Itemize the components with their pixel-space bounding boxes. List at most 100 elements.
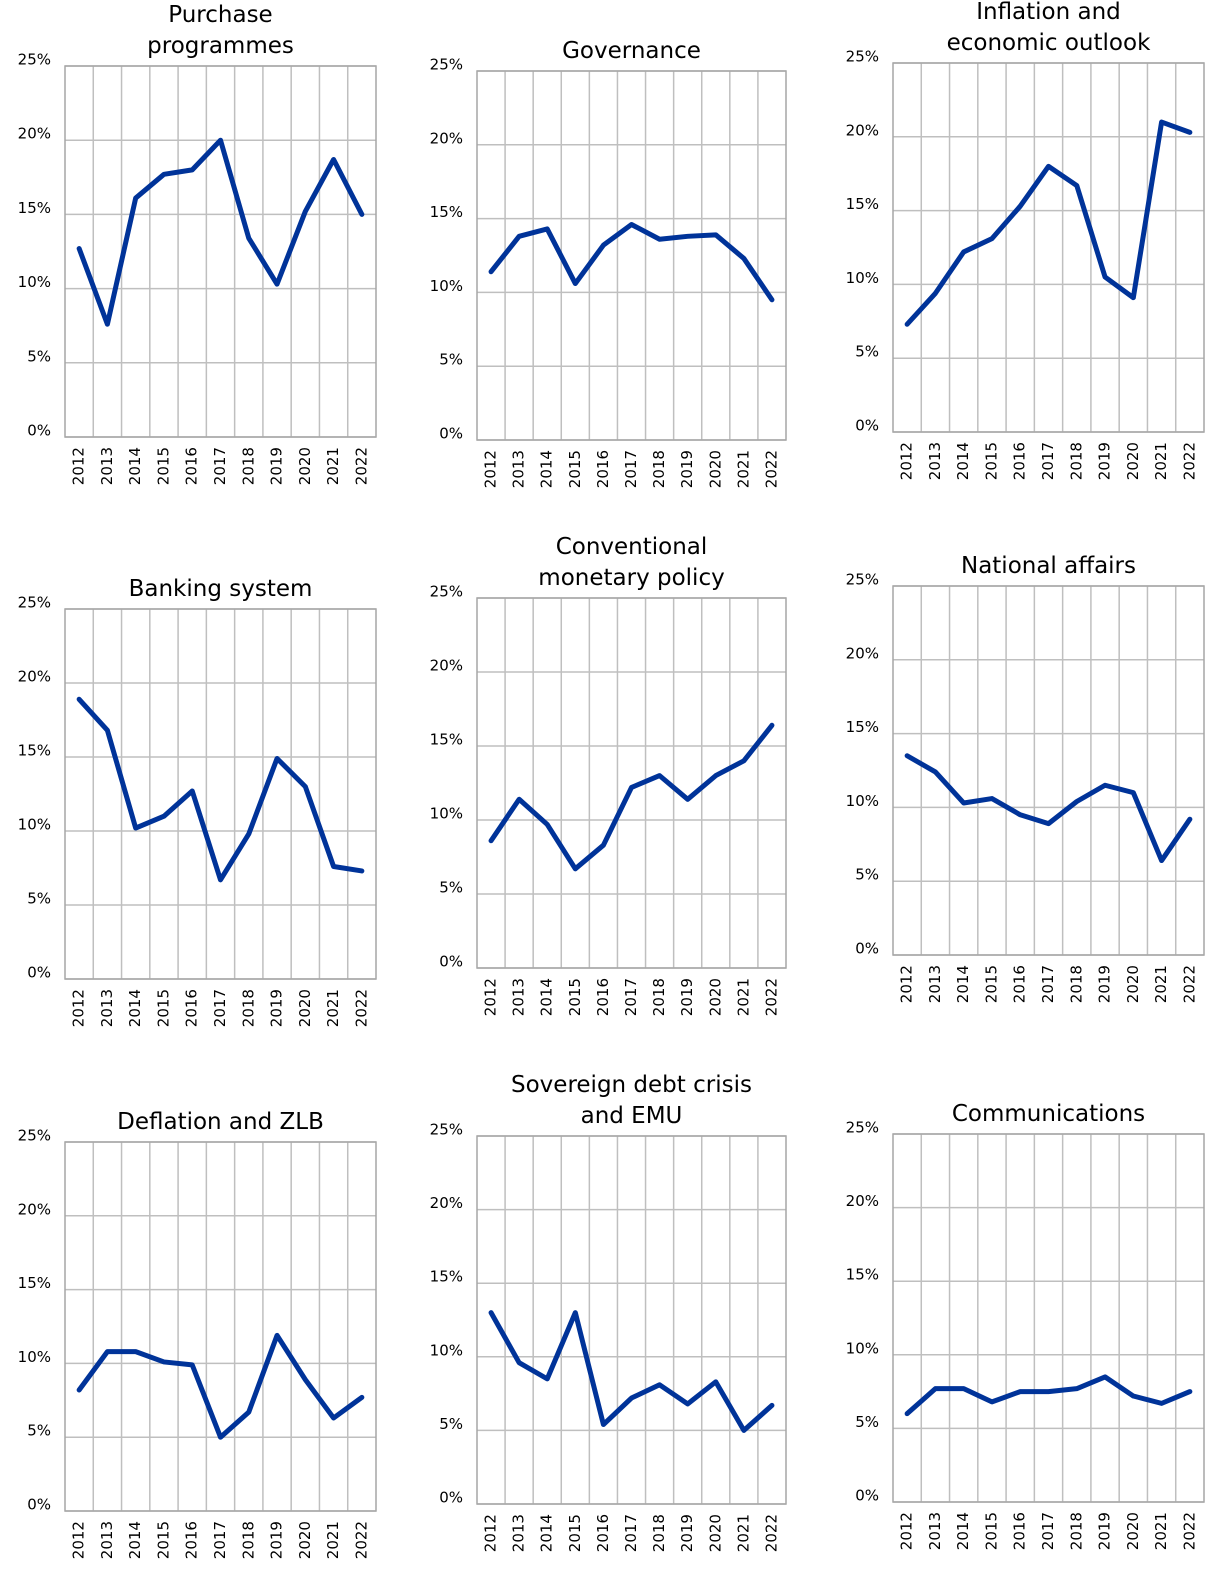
y-tick-label: 5% [439,351,463,369]
x-tick-label: 2021 [734,978,752,1016]
y-tick-label: 15% [18,1274,51,1292]
x-tick-label: 2022 [762,450,780,488]
chart-title: Communications [951,1101,1146,1127]
x-tick-label: 2021 [1152,1512,1170,1550]
x-tick-label: 2022 [1180,442,1198,480]
x-tick-label: 2015 [566,450,584,488]
y-tick-label: 0% [439,425,463,443]
x-tick-label: 2012 [70,447,88,485]
x-tick-label: 2016 [183,1521,201,1559]
x-tick-label: 2020 [296,447,314,485]
x-tick-label: 2014 [954,1512,972,1550]
y-tick-label: 5% [27,347,51,365]
x-tick-label: 2015 [154,447,172,485]
y-tick-label: 15% [846,195,879,213]
x-tick-label: 2017 [622,1514,640,1552]
x-tick-label: 2020 [296,989,314,1027]
x-tick-label: 2012 [898,1512,916,1550]
x-tick-label: 2013 [926,442,944,480]
x-tick-label: 2015 [566,1514,584,1552]
x-tick-label: 2016 [1011,442,1029,480]
x-tick-label: 2017 [622,978,640,1016]
y-tick-label: 10% [430,805,463,823]
y-tick-label: 10% [18,273,51,291]
x-tick-label: 2015 [154,1521,172,1559]
x-tick-label: 2012 [482,1514,500,1552]
x-tick-label: 2022 [352,1521,370,1559]
x-tick-label: 2015 [982,1512,1000,1550]
plot-frame [476,70,787,441]
y-tick-label: 25% [18,1127,51,1145]
y-tick-label: 20% [846,644,879,662]
y-tick-label: 10% [846,792,879,810]
x-tick-label: 2014 [954,965,972,1003]
y-tick-label: 25% [18,51,51,69]
chart-title: Conventional monetary policy [538,534,725,591]
y-tick-label: 20% [18,1200,51,1218]
chart-title: Governance [562,38,701,64]
y-tick-label: 5% [439,879,463,897]
chart-title: Inflation and economic outlook [946,0,1151,56]
x-tick-label: 2017 [211,989,229,1027]
x-tick-label: 2018 [650,978,668,1016]
x-tick-label: 2012 [482,978,500,1016]
x-tick-label: 2013 [510,978,528,1016]
y-tick-label: 5% [855,866,879,884]
plot-frame [892,585,1205,956]
x-tick-label: 2014 [126,447,144,485]
x-tick-label: 2019 [1096,965,1114,1003]
x-tick-label: 2017 [211,1521,229,1559]
x-tick-label: 2014 [538,978,556,1016]
y-tick-label: 20% [430,657,463,675]
y-tick-label: 10% [846,1339,879,1357]
y-tick-label: 25% [430,583,463,601]
data-line [488,722,775,872]
x-tick-label: 2022 [352,989,370,1027]
y-tick-label: 20% [430,1194,463,1212]
x-tick-label: 2019 [268,989,286,1027]
y-tick-label: 5% [855,1413,879,1431]
y-tick-label: 25% [846,571,879,589]
x-tick-label: 2020 [1124,442,1142,480]
x-tick-label: 2021 [1152,442,1170,480]
x-tick-label: 2020 [1124,965,1142,1003]
x-tick-label: 2017 [622,450,640,488]
y-tick-label: 15% [430,731,463,749]
x-tick-label: 2016 [594,450,612,488]
y-tick-label: 0% [27,964,51,982]
data-line [76,137,365,327]
x-tick-label: 2020 [706,978,724,1016]
y-tick-label: 20% [18,668,51,686]
x-tick-label: 2018 [239,447,257,485]
x-tick-label: 2012 [898,965,916,1003]
data-line [488,222,775,303]
y-tick-label: 25% [18,594,51,612]
x-tick-label: 2022 [762,978,780,1016]
x-tick-label: 2016 [594,1514,612,1552]
x-tick-label: 2016 [1011,965,1029,1003]
y-tick-label: 0% [855,940,879,958]
y-tick-label: 15% [18,742,51,760]
x-tick-label: 2018 [1067,965,1085,1003]
y-tick-label: 15% [846,718,879,736]
chart-title: Deflation and ZLB [117,1109,324,1135]
x-tick-label: 2022 [1180,965,1198,1003]
y-tick-label: 5% [27,1422,51,1440]
plot-frame [64,1141,377,1512]
x-tick-label: 2013 [98,1521,116,1559]
x-tick-label: 2021 [1152,965,1170,1003]
x-tick-label: 2015 [566,978,584,1016]
x-tick-label: 2018 [650,1514,668,1552]
plot-frame [476,1135,787,1505]
x-tick-label: 2012 [482,450,500,488]
y-tick-label: 25% [430,1121,463,1139]
x-tick-label: 2020 [706,1514,724,1552]
x-tick-label: 2015 [982,965,1000,1003]
x-tick-label: 2019 [678,978,696,1016]
data-line [488,1310,775,1433]
x-tick-label: 2013 [98,989,116,1027]
x-tick-label: 2015 [982,442,1000,480]
x-tick-label: 2021 [734,450,752,488]
x-tick-label: 2013 [926,1512,944,1550]
x-tick-label: 2019 [678,1514,696,1552]
